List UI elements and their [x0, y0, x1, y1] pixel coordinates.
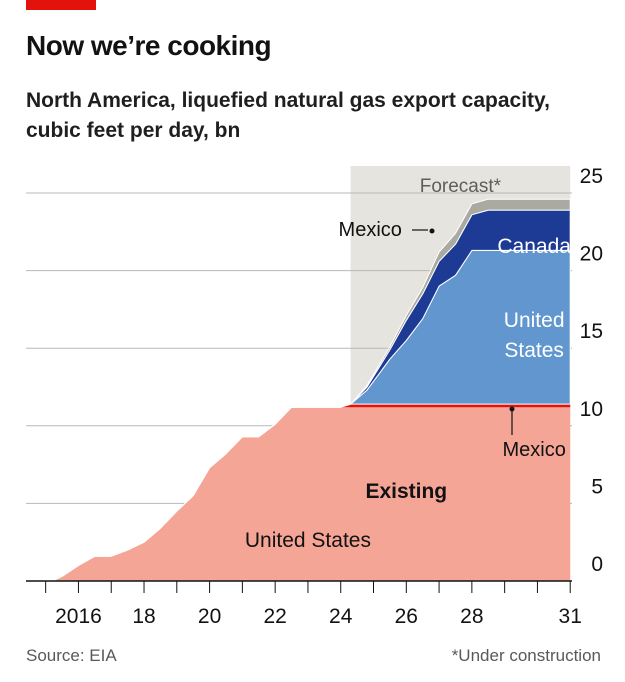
- x-tick-label-2018: 18: [132, 605, 155, 628]
- annotation-existing: Existing: [365, 480, 447, 503]
- leader-dot-uc-mexico: [429, 228, 435, 234]
- lng-capacity-chart: Forecast* 0 5 10 15 20 25 2016 18 20 22 24 26 28 31 Exi…: [26, 165, 603, 628]
- y-tick-label-25: 25: [580, 165, 603, 188]
- area-existing-united-states: [32, 407, 571, 581]
- annotation-uc-united-states-line1: United: [504, 309, 565, 332]
- x-tick-label-2024: 24: [329, 605, 353, 628]
- annotation-canada: Canada: [497, 235, 571, 258]
- brand-red-tag: [26, 0, 96, 10]
- footnote-under-construction: *Under construction: [451, 646, 601, 665]
- x-tick-label-2026: 26: [395, 605, 418, 628]
- annotation-uc-mexico: Mexico: [339, 219, 402, 241]
- x-tick-label-2020: 20: [198, 605, 221, 628]
- area-under-construction-mexico: [32, 198, 571, 582]
- annotation-uc-united-states-line2: States: [504, 339, 564, 362]
- y-tick-label-15: 15: [580, 320, 603, 343]
- x-tick-label-2028: 28: [460, 605, 483, 628]
- leader-dot-existing-mexico: [509, 406, 515, 412]
- chart-subtitle: North America, liquefied natural gas exp…: [26, 89, 550, 142]
- annotation-existing-mexico: Mexico: [502, 439, 565, 461]
- y-tick-label-10: 10: [580, 398, 603, 421]
- y-tick-label-20: 20: [580, 243, 603, 266]
- x-tick-label-2022: 22: [263, 605, 286, 628]
- forecast-label: Forecast*: [420, 176, 502, 197]
- source-note: Source: EIA: [26, 646, 117, 665]
- chart-title: Now we’re cooking: [26, 30, 272, 61]
- annotation-existing-united-states: United States: [245, 529, 371, 552]
- y-tick-label-0: 0: [591, 553, 603, 576]
- y-tick-label-5: 5: [591, 475, 603, 498]
- x-tick-label-2016: 2016: [55, 605, 102, 628]
- x-tick-label-2031: 31: [559, 605, 582, 628]
